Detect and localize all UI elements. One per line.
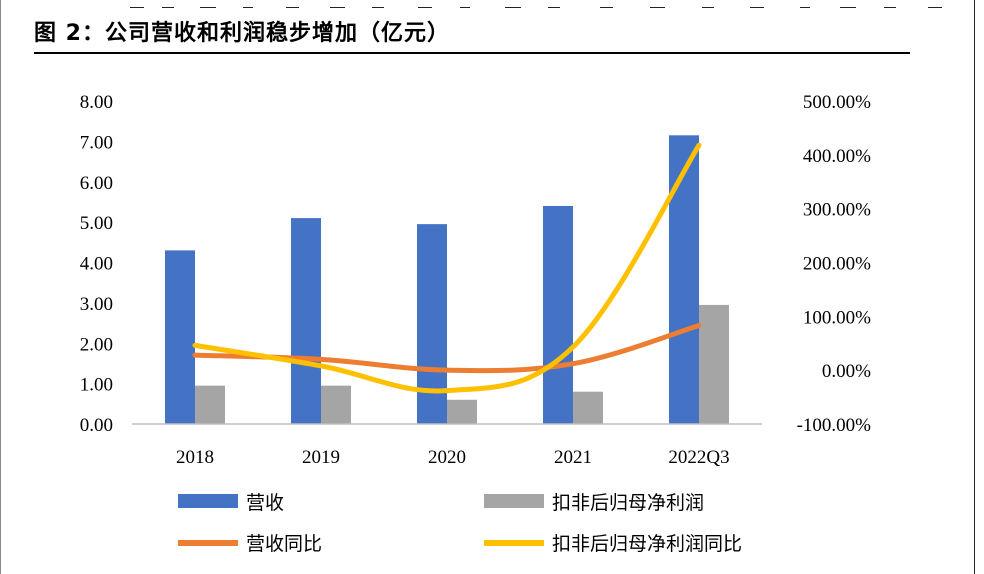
- legend-label-revenue: 营收: [246, 492, 284, 514]
- bar-net-profit-2020: [447, 399, 477, 424]
- right-tick-label: 200.00%: [803, 254, 871, 275]
- left-tick-label: 8.00: [80, 92, 113, 113]
- left-tick-label: 7.00: [80, 132, 113, 153]
- right-axis-ticks: -100.00% 0.00% 100.00% 200.00% 300.00% 400.00…: [797, 92, 872, 436]
- bar-revenue-2018: [165, 250, 195, 424]
- left-tick-label: 4.00: [80, 254, 113, 275]
- bar-revenue-2022Q3: [669, 135, 699, 424]
- right-tick-label: 400.00%: [803, 146, 871, 167]
- right-tick-label: 100.00%: [803, 307, 871, 328]
- left-tick-label: 3.00: [80, 294, 113, 315]
- legend-label-net-profit: 扣非后归母净利润: [552, 492, 704, 514]
- right-tick-label: -100.00%: [797, 415, 872, 436]
- figure-title: 图 2：公司营收和利润稳步增加（亿元）: [34, 21, 450, 46]
- bar-revenue-2019: [291, 218, 321, 424]
- legend: 营收 扣非后归母净利润 营收同比 扣非后归母净利润同比: [178, 492, 742, 555]
- right-tick-label: 300.00%: [803, 200, 871, 221]
- x-tick-label-2022Q3: 2022Q3: [668, 447, 729, 468]
- bar-net-profit-2019: [321, 385, 351, 424]
- left-axis-ticks: 0.00 1.00 2.00 3.00 4.00 5.00 6.00 7.00 8.00: [80, 92, 113, 436]
- legend-swatch-net-profit: [484, 494, 544, 508]
- bar-layer: [165, 135, 729, 424]
- x-tick-label-2018: 2018: [176, 447, 214, 468]
- x-tick-label-2019: 2019: [302, 447, 340, 468]
- line-net-profit-yoy: [192, 142, 702, 394]
- right-tick-label: 500.00%: [803, 92, 871, 113]
- legend-swatch-revenue: [178, 494, 238, 508]
- right-tick-label: 0.00%: [822, 361, 871, 382]
- bar-revenue-2021: [543, 205, 573, 424]
- x-tick-label-2020: 2020: [428, 447, 466, 468]
- bar-net-profit-2018: [195, 385, 225, 424]
- bar-net-profit-2021: [573, 391, 603, 424]
- legend-label-revenue-yoy: 营收同比: [246, 533, 322, 555]
- left-tick-label: 0.00: [80, 415, 113, 436]
- legend-label-net-profit-yoy: 扣非后归母净利润同比: [552, 533, 742, 555]
- left-tick-label: 5.00: [80, 213, 113, 234]
- x-tick-label-2021: 2021: [554, 447, 592, 468]
- x-axis-labels: 2018 2019 2020 2021 2022Q3: [176, 447, 730, 468]
- title-rule: [34, 52, 910, 54]
- bar-net-profit-2022Q3: [699, 304, 729, 424]
- left-tick-label: 6.00: [80, 173, 113, 194]
- top-text-strip: [0, 0, 984, 8]
- line-layer: [192, 142, 702, 394]
- left-tick-label: 2.00: [80, 334, 113, 355]
- bar-revenue-2020: [417, 224, 447, 424]
- left-tick-label: 1.00: [80, 375, 113, 396]
